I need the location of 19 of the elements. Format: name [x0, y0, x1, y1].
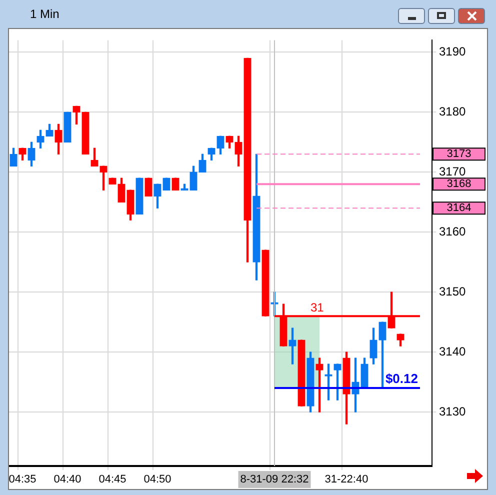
y-tick-label: 3190 [439, 44, 466, 59]
y-tick-label: 3150 [439, 284, 466, 298]
x-tick-label: 04:35 [8, 474, 36, 486]
y-tick-label: 3170 [439, 164, 466, 178]
annotation: $0.12 [385, 371, 418, 386]
y-tick-label: 3130 [439, 404, 466, 418]
ref-line-label: 3168 [446, 178, 472, 190]
chart-title: 1 Min [30, 7, 60, 21]
x-tick-label: 04:50 [144, 474, 172, 486]
y-tick-label: 3140 [439, 344, 466, 358]
x-tick-label: 04:40 [54, 474, 82, 486]
x-tick-label: 8-31-09 22:32 [240, 474, 309, 486]
annotation: 31 [310, 300, 324, 314]
x-tick-label: 04:45 [98, 474, 126, 486]
ref-line-label: 3173 [446, 148, 472, 160]
ref-line-label: 3164 [446, 202, 472, 214]
y-tick-label: 3180 [439, 104, 466, 118]
y-tick-label: 3160 [439, 224, 466, 238]
x-tick-label: 31-22:40 [324, 474, 368, 486]
